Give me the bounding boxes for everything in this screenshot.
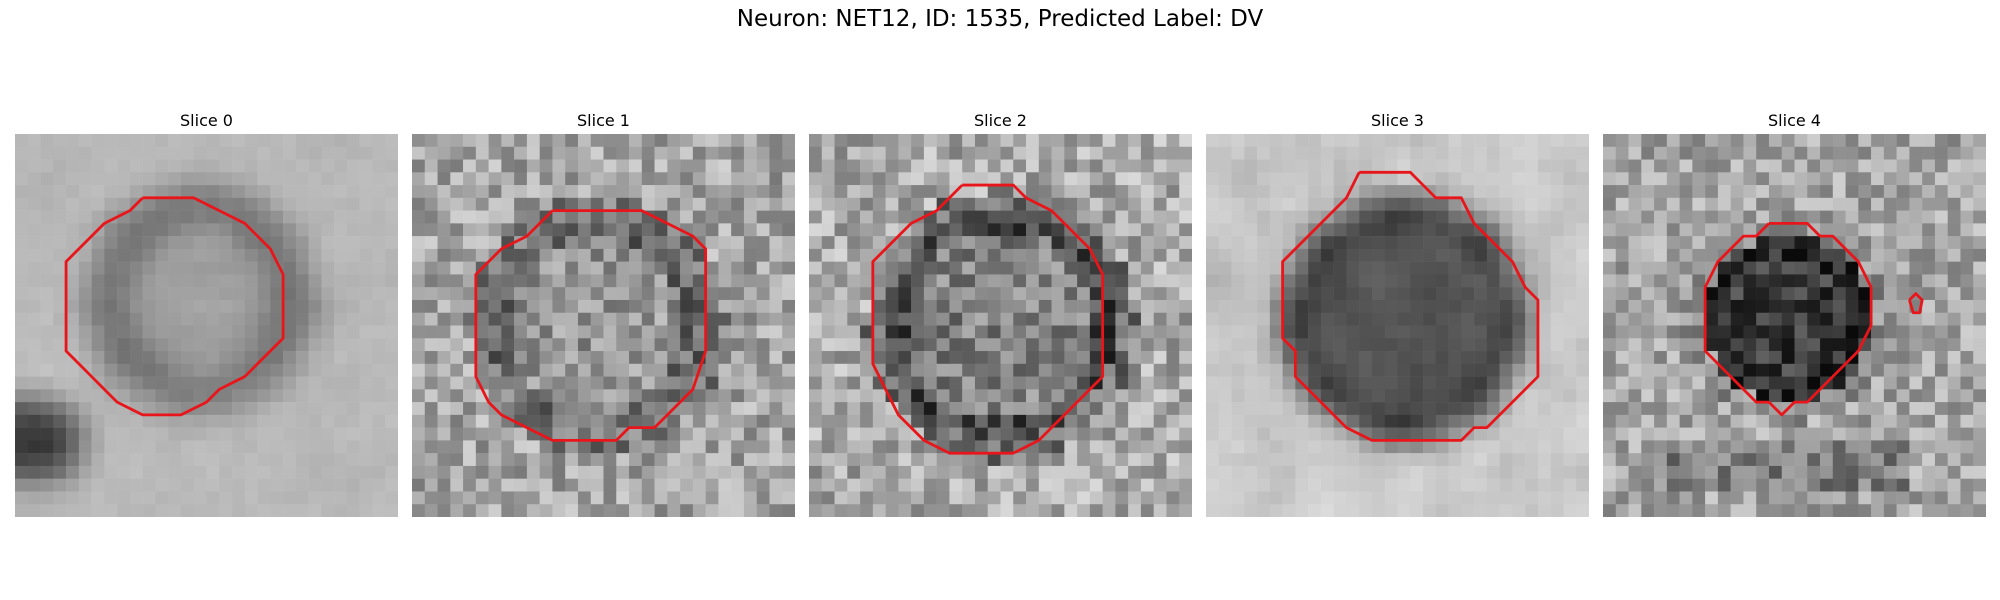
slice-image-2	[809, 134, 1192, 517]
slice-panel-1: Slice 1	[412, 108, 795, 517]
slice-title-4: Slice 4	[1768, 111, 1821, 130]
slice-panel-2: Slice 2	[809, 108, 1192, 517]
figure-title: Neuron: NET12, ID: 1535, Predicted Label…	[736, 6, 1264, 32]
slice-image-4	[1603, 134, 1986, 517]
slice-image-3	[1206, 134, 1589, 517]
slice-panel-4: Slice 4	[1603, 108, 1986, 517]
pixel-grid	[412, 134, 795, 517]
pixel-grid	[1206, 134, 1589, 517]
cell-contour	[474, 209, 708, 442]
slice-image-1	[412, 134, 795, 517]
cell-contour	[1703, 221, 1873, 417]
pixel-grid	[15, 134, 398, 517]
small-contour	[1908, 292, 1924, 315]
cell-contour	[64, 196, 285, 417]
slice-title-1: Slice 1	[577, 111, 630, 130]
pixel-grid	[809, 134, 1192, 517]
cell-contour	[1281, 170, 1540, 442]
slice-image-0	[15, 134, 398, 517]
slice-panel-0: Slice 0	[15, 108, 398, 517]
slice-panels: Slice 0 Slice 1 Slice 2 Slice 3 Slice 4	[15, 108, 1986, 528]
slice-title-2: Slice 2	[974, 111, 1027, 130]
slice-title-0: Slice 0	[180, 111, 233, 130]
pixel-grid	[1603, 134, 1986, 517]
slice-title-3: Slice 3	[1371, 111, 1424, 130]
cell-contour	[871, 183, 1105, 455]
slice-panel-3: Slice 3	[1206, 108, 1589, 517]
